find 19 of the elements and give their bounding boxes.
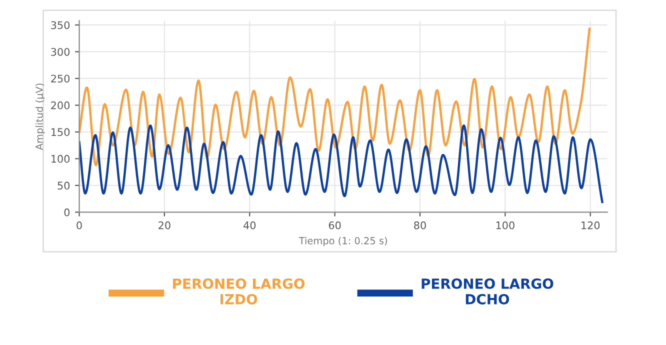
x-tick-label: 20 [158,221,170,230]
legend-label: PERONEO LARGO DCHO [422,278,554,304]
x-tick-label: 80 [414,221,426,230]
y-tick-label: 100 [51,154,70,163]
y-tick-label: 250 [51,74,70,83]
y-tick-label: 0 [64,208,70,216]
x-tick-label: 120 [582,221,600,230]
x-tick-label: 100 [496,221,514,230]
legend-label: PERONEO LARGO IZDO [173,278,305,304]
y-tick-label: 50 [58,182,70,190]
x-tick-label: 40 [244,221,256,230]
x-tick-label: 0 [76,221,82,230]
x-axis-title: Tiempo (1: 0.25 s) [298,236,387,246]
y-tick-label: 200 [51,101,70,110]
x-tick-label: 60 [328,221,341,230]
y-tick-label: 350 [51,21,70,30]
y-tick-label: 150 [51,128,70,136]
y-tick-label: 300 [51,48,70,56]
y-axis-title: Amplitud (μV) [35,84,45,150]
